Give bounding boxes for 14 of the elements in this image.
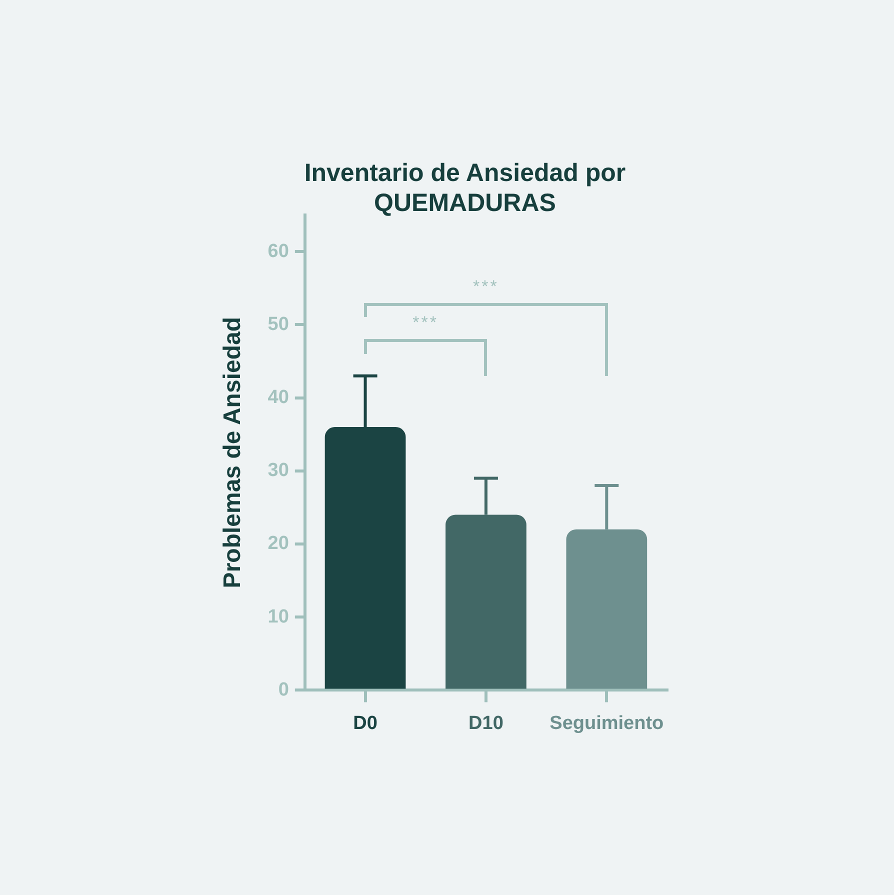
annotation: *** <box>412 313 439 334</box>
y-tick-label: 20 <box>268 533 289 554</box>
x-tick-label: D10 <box>468 712 504 734</box>
y-axis-title: Problemas de Ansiedad <box>219 317 246 588</box>
y-tick-label: 50 <box>268 314 289 335</box>
chart-title: Inventario de Ansiedad por QUEMADURAS <box>303 158 627 218</box>
annotation: *** <box>473 276 499 297</box>
y-tick-label: 10 <box>268 606 289 628</box>
x-tick-label: D0 <box>353 712 378 734</box>
y-tick-label: 40 <box>268 387 289 408</box>
x-tick-label: Seguimiento <box>550 712 664 734</box>
y-tick-label: 0 <box>278 679 289 700</box>
y-tick-label: 60 <box>268 240 289 262</box>
y-tick-label: 30 <box>268 460 289 482</box>
